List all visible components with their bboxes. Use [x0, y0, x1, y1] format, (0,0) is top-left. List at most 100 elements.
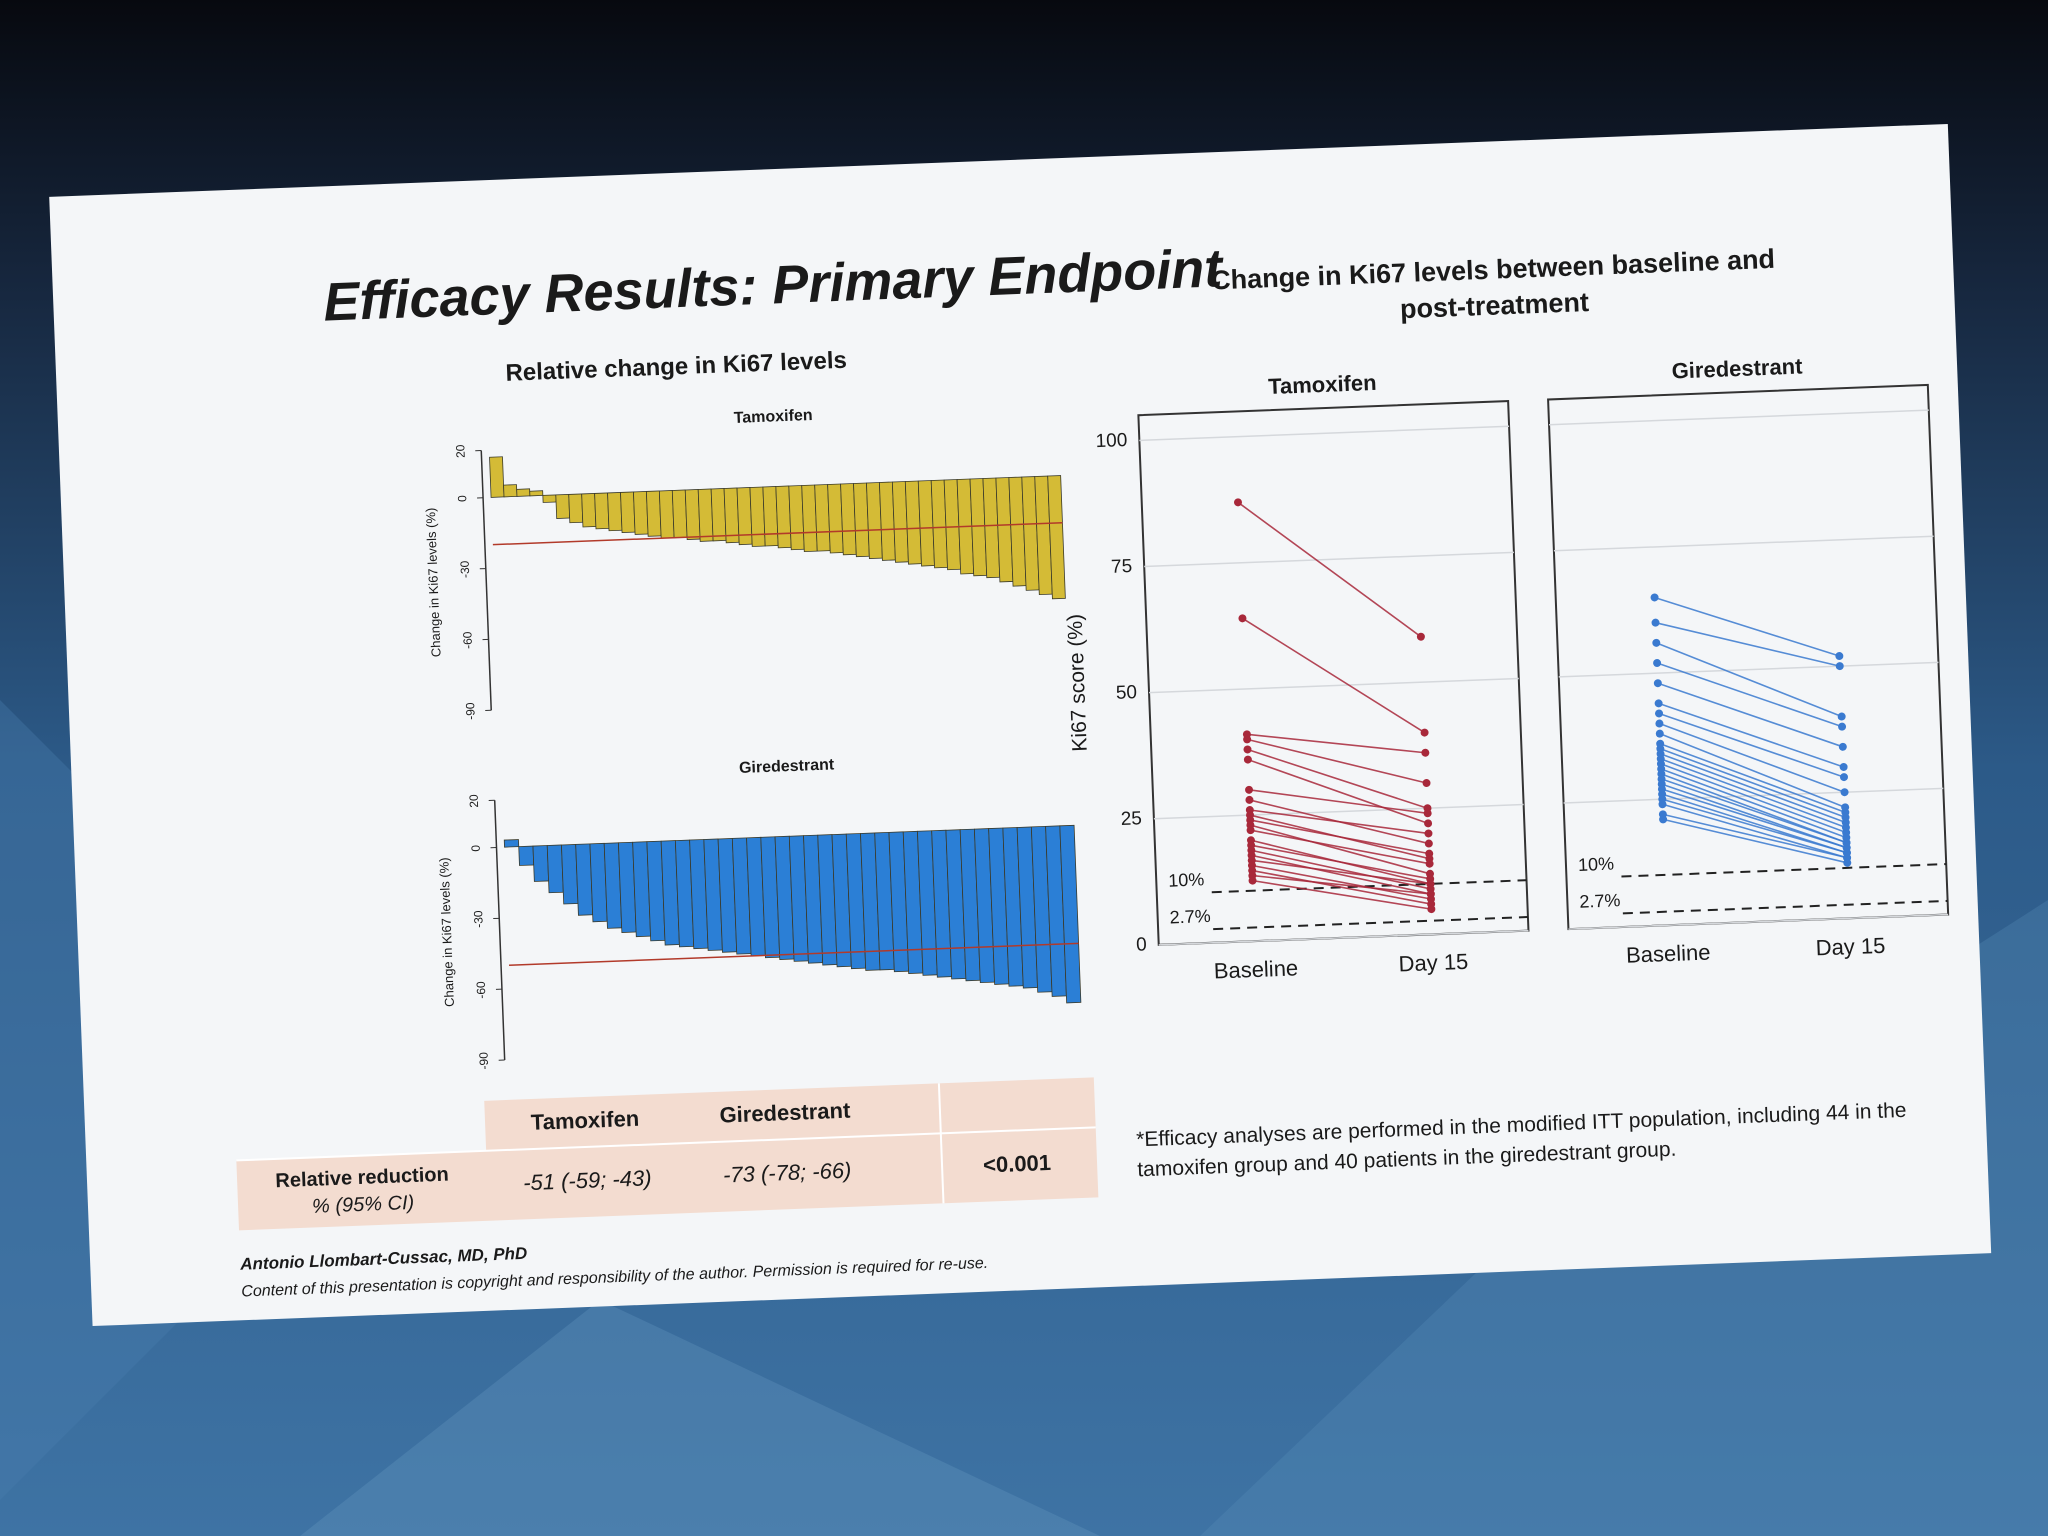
patient-line — [1654, 596, 1840, 657]
baseline-point — [1654, 699, 1663, 708]
y-axis-label: Change in Ki67 levels (%) — [436, 857, 457, 1007]
baseline-point — [1248, 876, 1257, 885]
grid-line — [1149, 677, 1519, 694]
baseline-point — [1243, 745, 1252, 754]
slide: Efficacy Results: Primary Endpoint Relat… — [49, 123, 1992, 1327]
baseline-point — [1238, 614, 1247, 623]
patient-line — [1251, 854, 1431, 895]
patient-line — [1242, 617, 1426, 734]
baseline-point — [1650, 593, 1659, 602]
reference-line — [492, 522, 1063, 546]
baseline-point — [1245, 795, 1254, 804]
patient-line — [1252, 869, 1432, 905]
grid-line — [1549, 409, 1929, 426]
y-tick-label: 100 — [1095, 430, 1127, 452]
patient-line — [1660, 768, 1847, 839]
patient-line — [1662, 818, 1848, 864]
day15-point — [1423, 809, 1432, 818]
panel-title: Giredestrant — [739, 756, 835, 777]
day15-point — [1426, 889, 1435, 898]
bar — [532, 845, 549, 882]
patient-line — [1247, 748, 1428, 809]
y-tick-label: 0 — [469, 844, 483, 852]
table-row-bg — [236, 1127, 1099, 1231]
baseline-point — [1653, 659, 1662, 668]
y-tick-label: -30 — [458, 560, 473, 578]
bar — [658, 490, 675, 539]
baseline-point — [1655, 709, 1664, 718]
grid-line — [1139, 425, 1510, 442]
day15-point — [1837, 712, 1846, 721]
baseline-point — [1652, 638, 1661, 647]
patient-line — [1662, 803, 1848, 859]
threshold-label: 2.7% — [1169, 906, 1211, 928]
bar — [1059, 824, 1082, 1004]
bar — [503, 484, 518, 498]
patient-line — [1252, 879, 1432, 910]
bar — [503, 839, 520, 848]
baseline-point — [1658, 800, 1667, 809]
day15-point — [1424, 819, 1433, 828]
patient-line — [1250, 824, 1431, 875]
day15-point — [1424, 839, 1433, 848]
day15-point — [1427, 905, 1436, 914]
patient-line — [1250, 819, 1430, 855]
grid-line — [1568, 913, 1949, 930]
table-rule — [236, 1126, 1096, 1162]
patient-line — [1661, 778, 1847, 844]
patient-line — [1658, 712, 1845, 778]
bar — [645, 490, 662, 537]
bar — [561, 844, 579, 905]
day15-point — [1839, 773, 1848, 782]
bar — [516, 488, 531, 497]
patient-line — [1659, 742, 1846, 814]
patient-line — [1246, 738, 1427, 784]
bar — [546, 844, 564, 894]
panel-title: Giredestrant — [1671, 354, 1803, 384]
bar — [620, 491, 636, 534]
patient-line — [1660, 748, 1846, 819]
patient-line — [1656, 662, 1843, 728]
bar — [529, 490, 544, 497]
bar — [581, 493, 597, 528]
baseline-point — [1655, 729, 1664, 738]
baseline-point — [1659, 815, 1668, 824]
panel-title: Tamoxifen — [1268, 370, 1377, 399]
baseline-point — [1245, 785, 1254, 794]
baseline-point — [1246, 826, 1255, 835]
bar — [684, 489, 701, 540]
day15-point — [1425, 849, 1434, 858]
bar — [568, 493, 584, 524]
baseline-point — [1243, 735, 1252, 744]
y-tick-label: 0 — [1136, 934, 1147, 955]
day15-point — [1426, 879, 1435, 888]
threshold-label: 10% — [1168, 869, 1205, 890]
day15-point — [1422, 779, 1431, 788]
y-axis — [480, 450, 492, 711]
grid-line — [1153, 803, 1524, 820]
patient-line — [1657, 682, 1844, 748]
day15-point — [1840, 788, 1849, 797]
patient-line — [1247, 758, 1429, 825]
y-tick-label: 0 — [455, 495, 469, 503]
day15-point — [1843, 858, 1852, 867]
bar — [594, 492, 610, 530]
x-tick-label: Baseline — [1213, 955, 1298, 983]
y-tick-label: -90 — [463, 702, 478, 720]
day15-point — [1835, 652, 1844, 661]
bar — [671, 489, 688, 539]
slide-background — [49, 123, 1992, 1327]
patient-line — [1660, 763, 1847, 834]
day15-point — [1421, 748, 1430, 757]
day15-point — [1425, 859, 1434, 868]
table-row-label: % (95% CI) — [312, 1192, 415, 1218]
patient-line — [1658, 702, 1844, 768]
baseline-point — [1651, 618, 1660, 627]
patient-line — [1250, 829, 1430, 865]
table-header: Tamoxifen — [530, 1106, 639, 1135]
table-cell: -73 (-78; -66) — [723, 1158, 852, 1188]
day15-point — [1838, 742, 1847, 751]
y-tick-label: -30 — [471, 910, 486, 928]
